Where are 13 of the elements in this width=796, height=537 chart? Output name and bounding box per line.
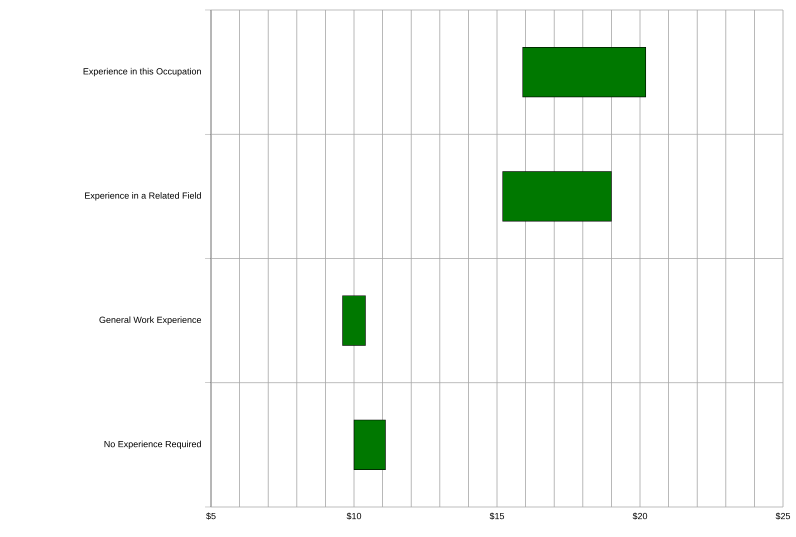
y-tick-label: Experience in a Related Field xyxy=(85,192,201,201)
y-tick-label: No Experience Required xyxy=(104,440,201,450)
bar xyxy=(354,420,386,470)
x-tick-label: $15 xyxy=(490,512,504,520)
bar xyxy=(522,46,646,98)
x-tick-label: $5 xyxy=(206,512,216,520)
x-tick-label: $25 xyxy=(776,512,790,520)
y-tick-label: Experience in this Occupation xyxy=(84,68,201,76)
y-tick-label: General Work Experience xyxy=(99,316,202,325)
bar xyxy=(502,171,612,222)
x-tick-label: $10 xyxy=(346,512,362,520)
bar xyxy=(342,295,366,346)
x-tick-label: $20 xyxy=(632,512,648,520)
